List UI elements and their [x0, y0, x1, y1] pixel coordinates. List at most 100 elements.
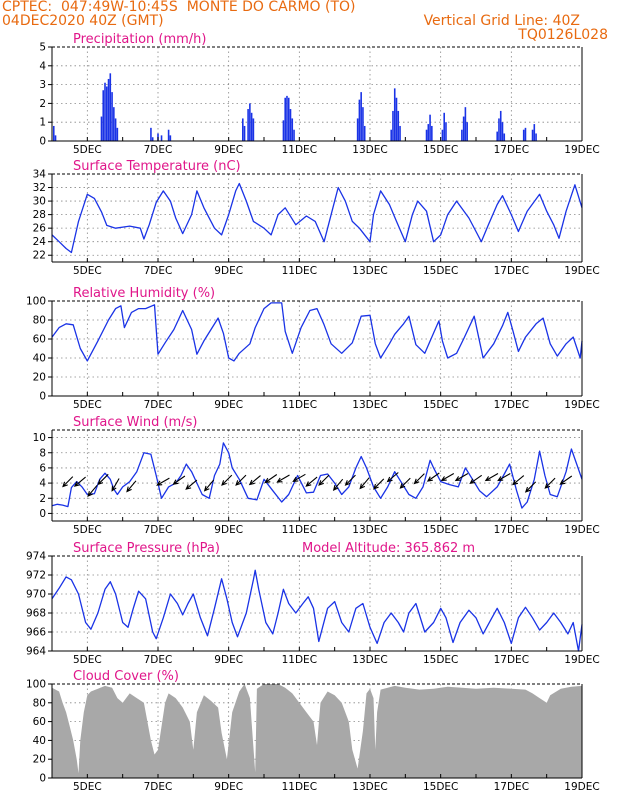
- chart-pres-xtick-label: 9DEC: [214, 654, 243, 666]
- chart-wind-xtick-label: 7DEC: [144, 524, 173, 536]
- chart-precip-bar: [533, 124, 536, 141]
- chart-rh-ytick-label: 40: [33, 353, 46, 365]
- chart-wind-wind-arrow: [97, 473, 109, 486]
- chart-precip-bar: [425, 129, 428, 141]
- chart-precip-bar: [114, 118, 117, 141]
- chart-wind-wind-arrow: [156, 477, 170, 486]
- chart-precip-bar: [356, 118, 359, 141]
- chart-precip-bar: [104, 82, 106, 141]
- chart-rh-xtick-label: 5DEC: [73, 399, 102, 411]
- chart-wind-wind-arrow: [399, 477, 411, 489]
- chart-cloud-title: Cloud Cover (%): [73, 669, 179, 684]
- chart-precip-ytick-label: 4: [39, 60, 46, 72]
- chart-precip-bar: [445, 122, 447, 141]
- chart-cloud-xtick-label: 11DEC: [282, 781, 317, 793]
- chart-cloud-ytick-label: 40: [33, 735, 46, 747]
- chart-rh-line: [51, 302, 583, 362]
- chart-precip-bar: [102, 90, 105, 141]
- chart-pres-line: [51, 569, 583, 652]
- header-model: TQ0126L028: [518, 27, 608, 43]
- chart-pres-ytick-label: 974: [26, 551, 46, 563]
- chart-temp-ytick-label: 22: [33, 250, 46, 262]
- chart-cloud-xtick-label: 7DEC: [144, 781, 173, 793]
- chart-precip-bar: [100, 116, 103, 141]
- chart-precip-bar: [291, 118, 294, 141]
- chart-precip-bar: [249, 103, 251, 141]
- chart-wind-wind-arrow: [185, 479, 198, 490]
- chart-precip-bar: [363, 125, 366, 141]
- chart-rh-xtick-label: 7DEC: [144, 399, 173, 411]
- chart-pres-ytick-label: 964: [26, 646, 46, 658]
- chart-wind-wind-arrow: [62, 476, 74, 488]
- chart-precip-bar: [427, 124, 430, 141]
- chart-precip-ytick-label: 3: [39, 79, 46, 91]
- chart-wind-wind-arrow: [332, 478, 344, 491]
- chart-precip-xtick-label: 7DEC: [144, 144, 173, 156]
- chart-wind-wind-arrow: [524, 481, 537, 493]
- chart-precip-bar: [499, 110, 502, 141]
- chart-precip-ytick-label: 5: [39, 42, 46, 54]
- chart-precip-bar: [392, 110, 394, 141]
- chart-temp-title: Surface Temperature (nC): [73, 159, 241, 174]
- chart-precip-title: Precipitation (mm/h): [73, 32, 206, 47]
- chart-precip-xtick-label: 9DEC: [214, 144, 243, 156]
- chart-precip-bar: [116, 127, 119, 141]
- chart-precip-bar: [167, 129, 170, 141]
- chart-pres-xtick-label: 15DEC: [423, 654, 458, 666]
- chart-wind-wind-arrow: [264, 474, 278, 484]
- chart-rh-xtick-label: 15DEC: [423, 399, 458, 411]
- chart-precip-xtick-label: 19DEC: [564, 144, 599, 156]
- chart-cloud-xtick-label: 13DEC: [352, 781, 387, 793]
- chart-pres-subtitle: Model Altitude: 365.862 m: [302, 541, 475, 556]
- chart-wind-wind-arrow: [512, 475, 525, 486]
- chart-wind-xtick-label: 11DEC: [282, 524, 317, 536]
- chart-cloud-xtick-label: 5DEC: [73, 781, 102, 793]
- chart-precip-ytick-label: 0: [39, 136, 46, 148]
- chart-precip-bar: [54, 135, 57, 141]
- chart-wind-wind-arrow: [559, 475, 573, 485]
- chart-wind-xtick-label: 15DEC: [423, 524, 458, 536]
- chart-cloud-xtick-label: 9DEC: [214, 781, 243, 793]
- chart-pres-title: Surface Pressure (hPa): [73, 541, 220, 556]
- chart-wind-wind-arrow: [221, 474, 233, 486]
- chart-wind-ytick-label: 10: [33, 432, 46, 444]
- chart-pres-xtick-label: 19DEC: [564, 654, 599, 666]
- chart-pres-xtick-label: 13DEC: [352, 654, 387, 666]
- chart-temp-ytick-label: 30: [33, 196, 46, 208]
- chart-temp-ytick-label: 24: [33, 236, 47, 248]
- chart-wind-xtick-label: 9DEC: [214, 524, 243, 536]
- chart-precip-bar: [111, 92, 113, 141]
- chart-wind-wind-arrow: [454, 473, 469, 482]
- chart-precip-bar: [503, 133, 506, 141]
- chart-precip-bar: [113, 107, 115, 141]
- chart-precip-bar: [429, 114, 431, 141]
- chart-rh-ytick-label: 80: [33, 315, 46, 327]
- chart-wind-wind-arrow: [386, 472, 399, 483]
- chart-precip-bar: [399, 125, 401, 141]
- chart-precip-bar: [287, 97, 290, 141]
- chart-temp-xtick-label: 15DEC: [423, 265, 458, 277]
- chart-pres-ytick-label: 966: [26, 627, 46, 639]
- chart-precip-bar: [395, 97, 398, 141]
- chart-precip-ytick-label: 2: [39, 98, 46, 110]
- chart-wind-wind-arrow: [318, 474, 330, 486]
- chart-precip-bar: [169, 135, 172, 141]
- chart-precip-bar: [358, 99, 361, 141]
- header-station: CPTEC: 047:49W-10:45S MONTE DO CARMO (TO…: [2, 0, 356, 15]
- chart-wind-ytick-label: 0: [39, 508, 46, 520]
- chart-rh-ytick-label: 20: [33, 372, 46, 384]
- chart-temp-xtick-label: 9DEC: [214, 265, 243, 277]
- header-grid-note: Vertical Grid Line: 40Z: [423, 13, 580, 29]
- chart-precip-bar: [286, 95, 288, 141]
- chart-pres-ytick-label: 970: [26, 589, 46, 601]
- chart-temp-ytick-label: 32: [33, 182, 46, 194]
- chart-pres-xtick-label: 7DEC: [144, 654, 173, 666]
- chart-precip-bar: [466, 122, 468, 141]
- chart-precip-xtick-label: 17DEC: [494, 144, 529, 156]
- chart-precip-bar: [109, 73, 112, 141]
- chart-wind-ytick-label: 6: [39, 462, 46, 474]
- chart-wind-wind-arrow: [73, 476, 86, 487]
- chart-cloud-area: [52, 684, 582, 778]
- chart-precip-bar: [247, 109, 249, 141]
- chart-temp-ytick-label: 28: [33, 209, 46, 221]
